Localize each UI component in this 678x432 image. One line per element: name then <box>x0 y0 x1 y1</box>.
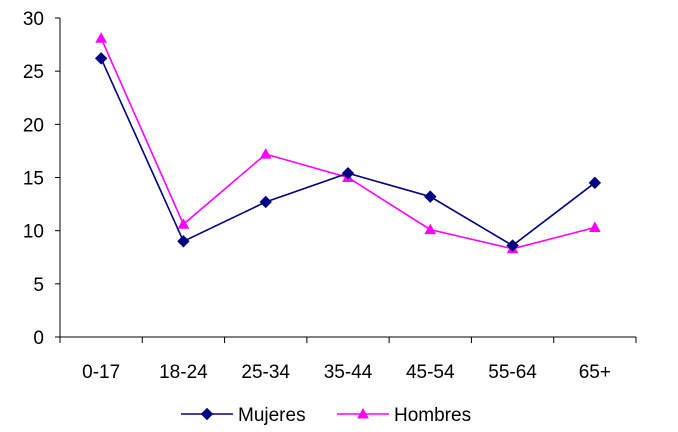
data-point-marker <box>259 148 272 159</box>
data-point-marker <box>259 195 272 209</box>
legend-entry-mujeres: Mujeres <box>181 405 306 426</box>
x-tick-label: 45-54 <box>406 362 455 383</box>
legend: Mujeres Hombres <box>181 405 471 426</box>
series-mujeres <box>94 52 602 252</box>
y-axis-ticks: 0 5 10 15 20 25 30 <box>23 9 60 349</box>
y-tick-label: 10 <box>23 222 44 243</box>
legend-label: Mujeres <box>238 405 306 426</box>
x-tick-label: 0-17 <box>82 362 120 383</box>
legend-swatch-marker <box>200 407 214 421</box>
data-point-marker <box>95 32 107 43</box>
data-point-marker <box>177 235 190 248</box>
y-tick-label: 0 <box>33 328 44 349</box>
x-tick-label: 55-64 <box>488 362 537 383</box>
data-point-marker <box>341 167 355 180</box>
y-tick-label: 5 <box>33 275 44 296</box>
y-tick-label: 15 <box>23 169 44 190</box>
x-tick-label: 35-44 <box>324 362 373 383</box>
data-point-marker <box>588 176 602 190</box>
data-point-marker <box>177 218 190 229</box>
y-tick-label: 25 <box>23 62 44 83</box>
series-hombres <box>95 32 601 254</box>
series-line <box>100 58 596 247</box>
series-line <box>100 37 596 250</box>
y-tick-label: 30 <box>23 9 44 30</box>
data-point-marker <box>424 223 437 235</box>
x-tick-label: 25-34 <box>241 362 290 383</box>
legend-swatch-marker <box>357 407 369 419</box>
x-tick-label: 18-24 <box>159 362 208 383</box>
data-point-marker <box>506 239 519 252</box>
data-point-marker <box>94 52 108 65</box>
x-tick-label: 65+ <box>579 362 611 383</box>
y-tick-label: 20 <box>23 115 44 136</box>
legend-label: Hombres <box>394 405 471 426</box>
data-point-marker <box>424 190 437 203</box>
legend-entry-hombres: Hombres <box>337 405 471 426</box>
x-axis-ticks: 0-17 18-24 25-34 35-44 45-54 55-64 65+ <box>59 337 637 383</box>
data-point-marker <box>589 221 601 232</box>
series-layer <box>94 32 602 254</box>
